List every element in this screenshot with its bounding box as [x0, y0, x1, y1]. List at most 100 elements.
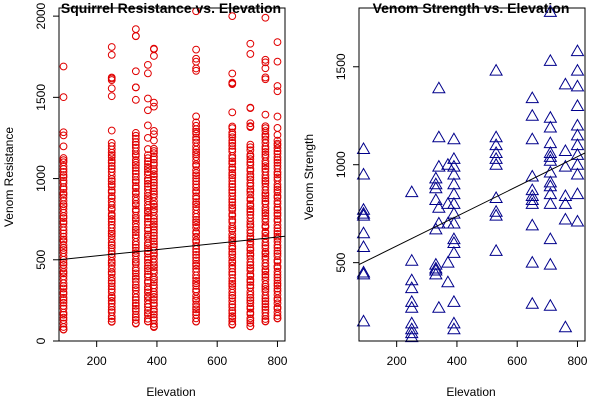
resistance-point — [273, 170, 282, 179]
resistance-point — [131, 272, 140, 281]
resistance-point — [150, 52, 158, 60]
resistance-point — [273, 217, 282, 226]
resistance-point — [150, 220, 158, 229]
resistance-point — [192, 287, 201, 296]
resistance-point — [192, 218, 201, 227]
resistance-point — [261, 197, 270, 206]
resistance-point — [261, 255, 270, 264]
resistance-point — [131, 260, 140, 268]
strength-point — [543, 4, 558, 17]
resistance-point — [107, 153, 116, 162]
resistance-point — [261, 127, 270, 135]
resistance-point — [150, 240, 158, 249]
resistance-point — [192, 256, 201, 265]
strength-axis-ticks: 200 400 600 800 500 1000 1500 — [334, 53, 588, 368]
resistance-point — [228, 192, 237, 201]
resistance-point — [273, 82, 282, 90]
resistance-point — [150, 184, 158, 193]
strength-point — [431, 81, 446, 94]
resistance-point — [246, 150, 255, 159]
resistance-point — [107, 264, 116, 273]
strength-point — [543, 196, 558, 209]
resistance-point — [273, 136, 282, 145]
resistance-point — [246, 299, 255, 308]
resistance-point — [246, 283, 255, 292]
resistance-point — [131, 228, 140, 237]
strength-point — [441, 157, 455, 170]
resistance-point — [273, 197, 282, 206]
resistance-point — [192, 251, 201, 259]
resistance-point — [150, 269, 158, 277]
resistance-point — [261, 138, 270, 147]
resistance-point — [131, 234, 140, 242]
resistance-y-axis-label: Venom Resistance — [2, 127, 16, 227]
strength-point — [428, 181, 443, 194]
resistance-point — [150, 130, 158, 139]
resistance-point — [246, 207, 255, 216]
resistance-point — [273, 284, 282, 293]
resistance-point — [246, 103, 255, 112]
strength-point — [431, 300, 446, 313]
resistance-point — [228, 230, 237, 239]
resistance-point — [107, 210, 116, 218]
resistance-point — [273, 38, 282, 47]
strength-point — [356, 239, 371, 252]
resistance-point — [192, 227, 201, 236]
resistance-point — [261, 194, 270, 203]
resistance-point — [131, 25, 140, 34]
resistance-point — [59, 325, 68, 334]
strength-point — [428, 263, 443, 276]
resistance-point — [192, 54, 201, 63]
resistance-point — [131, 32, 140, 41]
strength-point — [525, 192, 540, 205]
resistance-point — [246, 205, 255, 214]
resistance-point — [261, 145, 270, 153]
resistance-point — [107, 217, 116, 226]
resistance-point — [59, 179, 68, 188]
resistance-point — [59, 93, 68, 102]
strength-point — [428, 261, 443, 274]
resistance-point — [273, 281, 282, 290]
resistance-point — [246, 322, 255, 331]
resistance-point — [107, 180, 116, 189]
strength-point — [543, 53, 558, 66]
resistance-point — [59, 288, 68, 297]
resistance-point — [59, 319, 68, 328]
resistance-point — [246, 155, 255, 164]
resistance-point — [131, 156, 140, 164]
resistance-point — [192, 300, 201, 309]
resistance-point — [131, 219, 140, 228]
y-tick-label: 1500 — [334, 53, 348, 80]
y-tick-label: 500 — [334, 252, 348, 272]
resistance-point — [192, 305, 201, 314]
resistance-point — [192, 223, 201, 232]
resistance-point — [228, 206, 237, 214]
resistance-point — [246, 140, 255, 149]
resistance-point — [246, 304, 255, 313]
resistance-point — [228, 279, 237, 288]
resistance-point — [59, 154, 68, 162]
resistance-point — [192, 261, 201, 270]
resistance-point — [261, 55, 270, 64]
resistance-point — [107, 162, 116, 170]
resistance-point — [59, 232, 68, 241]
resistance-point — [192, 183, 201, 192]
resistance-point — [107, 215, 116, 223]
resistance-point — [192, 267, 201, 276]
resistance-point — [150, 307, 158, 316]
resistance-point — [192, 198, 201, 206]
resistance-point — [192, 121, 201, 130]
resistance-point — [228, 270, 237, 279]
resistance-point — [143, 314, 152, 323]
resistance-point — [131, 163, 140, 172]
resistance-point — [59, 293, 68, 302]
strength-point — [558, 196, 573, 209]
resistance-point — [59, 304, 68, 313]
resistance-point — [107, 261, 116, 270]
resistance-point — [59, 205, 68, 214]
resistance-point — [273, 144, 282, 153]
resistance-point — [261, 276, 270, 285]
x-tick-label: 800 — [567, 354, 587, 368]
resistance-x-axis-label: Elevation — [146, 385, 195, 399]
resistance-point — [273, 209, 282, 218]
